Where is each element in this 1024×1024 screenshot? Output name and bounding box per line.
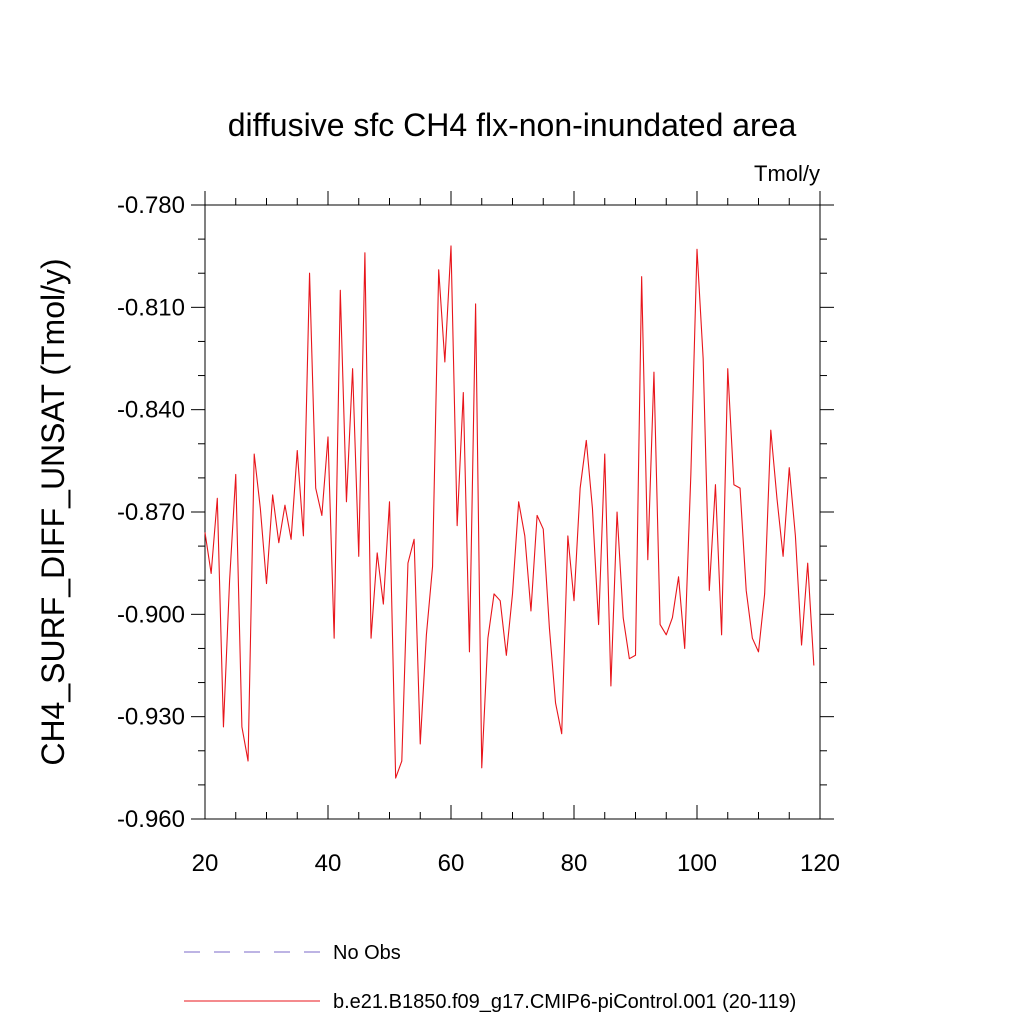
x-tick-label: 20 — [192, 850, 219, 877]
y-axis-label: CH4_SURF_DIFF_UNSAT (Tmol/y) — [35, 258, 71, 765]
series-line — [204, 245, 815, 779]
y-tick-label: -0.900 — [117, 601, 185, 628]
y-tick-label: -0.780 — [117, 192, 185, 219]
legend-label: b.e21.B1850.f09_g17.CMIP6-piControl.001 … — [333, 991, 796, 1013]
y-tick-label: -0.960 — [117, 806, 185, 833]
legend: No Obs b.e21.B1850.f09_g17.CMIP6-piContro… — [184, 942, 796, 1013]
y-tick-label: -0.840 — [117, 397, 185, 424]
axis-ticks — [191, 191, 834, 820]
chart-title: diffusive sfc CH4 flx-non-inundated area — [228, 107, 797, 143]
y-tick-label: -0.870 — [117, 499, 185, 526]
x-tick-label: 120 — [800, 850, 840, 877]
series-group — [204, 245, 815, 779]
legend-label: No Obs — [333, 942, 401, 964]
y-tick-label: -0.930 — [117, 704, 185, 731]
plot-frame — [204, 204, 821, 820]
x-tick-label: 100 — [677, 850, 717, 877]
axis-tick-labels: 20 40 60 80 100 120 -0.960 -0.930 -0.900 -0.870 -0… — [117, 192, 840, 877]
y-tick-label: -0.810 — [117, 294, 185, 321]
units-label: Tmol/y — [754, 161, 820, 186]
x-tick-label: 40 — [315, 850, 342, 877]
x-tick-label: 80 — [561, 850, 588, 877]
x-tick-label: 60 — [438, 850, 465, 877]
